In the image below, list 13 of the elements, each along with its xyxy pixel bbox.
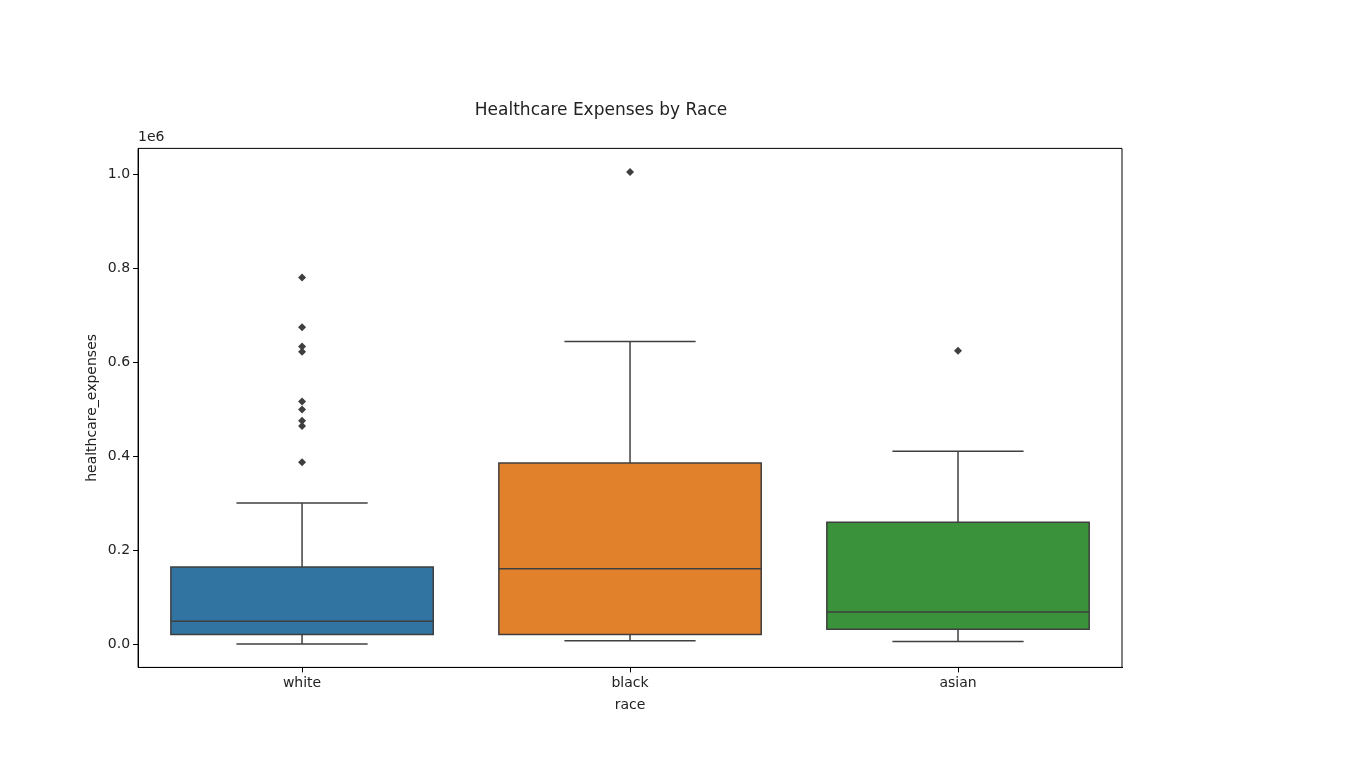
- y-tick-label: 0.4: [107, 447, 131, 464]
- chart-title: Healthcare Expenses by Race: [474, 98, 728, 119]
- x-tick-label: white: [282, 674, 322, 691]
- x-tick-label: asian: [939, 674, 977, 691]
- text: 1e6: [138, 128, 165, 145]
- y-tick-label: 0.6: [107, 353, 131, 370]
- x-tick-label: black: [611, 674, 650, 691]
- x-axis-title: race: [614, 696, 646, 713]
- y-tick-label: 0.0: [107, 635, 131, 652]
- y-tick-label: 1.0: [107, 165, 131, 182]
- y-tick-label: 0.8: [107, 259, 131, 276]
- y-tick-label: 0.2: [107, 541, 131, 558]
- y-axis-title: healthcare_expenses: [83, 333, 100, 482]
